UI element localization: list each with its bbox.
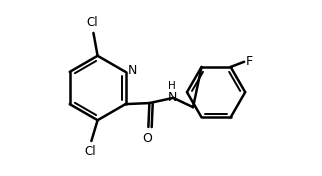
Text: O: O xyxy=(142,131,152,144)
Text: H: H xyxy=(168,81,176,91)
Text: N: N xyxy=(128,64,137,77)
Text: F: F xyxy=(246,55,253,68)
Text: N: N xyxy=(167,91,177,104)
Text: Cl: Cl xyxy=(84,145,96,158)
Text: Cl: Cl xyxy=(87,16,98,29)
